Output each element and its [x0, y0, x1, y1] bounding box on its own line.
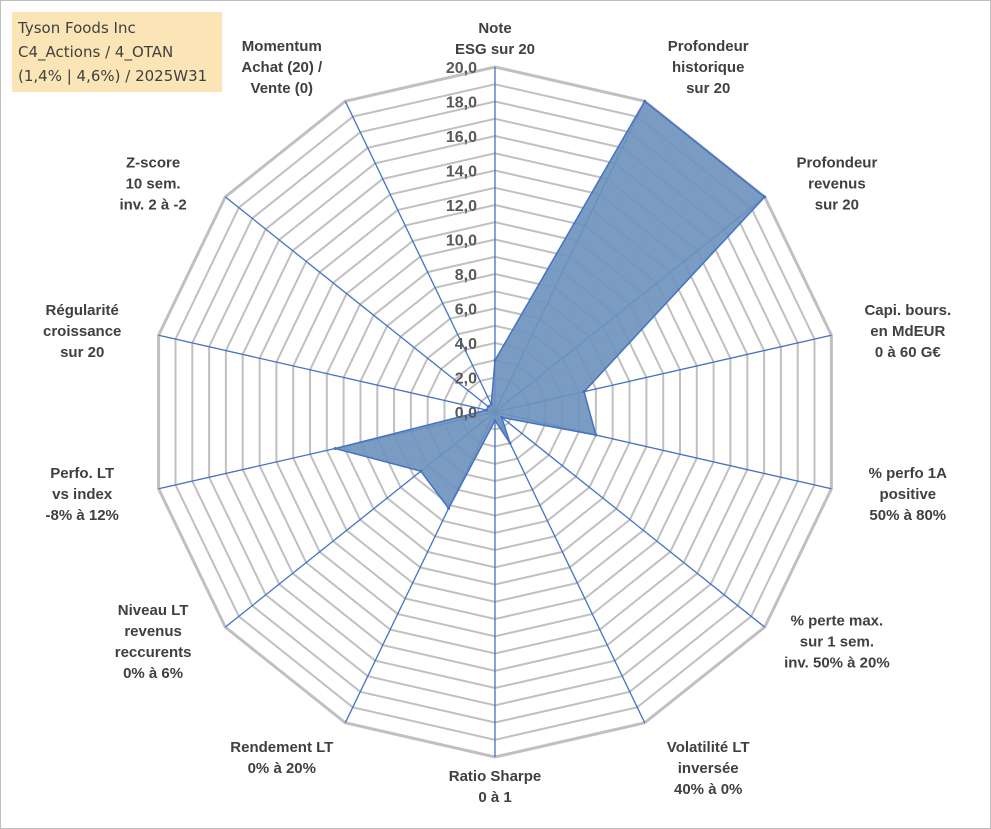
axis-label-line: 40% à 0%: [674, 781, 742, 798]
title-period: (1,4% | 4,6%) / 2025W31: [18, 67, 208, 85]
axis-label-line: ESG sur 20: [455, 41, 535, 58]
series-point: [643, 99, 647, 103]
axis-label: % perte max. sur 1 sem. inv. 50% à 20%: [784, 612, 890, 671]
axis-label: Z-score 10 sem. inv. 2 à -2: [119, 155, 186, 214]
series-point: [508, 441, 512, 445]
radar-tick-labels: 0,0 2,0 4,0 6,0 8,0 10,0 12,0 14,0 16,0 18,0 20,0: [446, 60, 477, 422]
axis-label-line: sur 20: [815, 197, 859, 214]
axis-label-line: Rendement LT: [230, 739, 333, 756]
axis-label-line: Note: [478, 20, 511, 37]
axis-label-line: % perfo 1A: [869, 465, 948, 482]
series-point: [489, 402, 493, 406]
series-point: [493, 358, 497, 362]
series-point: [447, 506, 451, 510]
axis-label: Note ESG sur 20: [455, 20, 535, 58]
axis-label-line: Régularité: [46, 302, 119, 319]
axis-label: Volatilité LT inversée 40% à 0%: [667, 739, 750, 798]
series-point: [486, 405, 490, 409]
axis-label-line: Momentum: [242, 38, 322, 55]
series-point: [333, 447, 337, 450]
series-point: [763, 195, 767, 199]
axis-label-line: Niveau LT: [118, 602, 189, 619]
axis-label: Profondeur historique sur 20: [668, 38, 749, 97]
tick-label: 12,0: [446, 198, 477, 215]
series-point: [493, 419, 497, 423]
axis-label-line: vs index: [52, 486, 113, 503]
axis-spoke: [494, 411, 646, 724]
axis-label: Momentum Achat (20) / Vente (0): [241, 38, 323, 97]
chart-title-box: Tyson Foods Inc C4_Actions / 4_OTAN (1,4…: [12, 12, 222, 92]
axis-label-line: 10 sem.: [126, 176, 181, 193]
axis-label: Niveau LT revenus reccurents 0% à 6%: [115, 602, 192, 682]
axis-label-line: Achat (20) /: [241, 59, 323, 76]
axis-label: Ratio Sharpe 0 à 1: [449, 768, 542, 806]
series-area: [332, 100, 766, 510]
axis-label-line: reccurents: [115, 644, 192, 661]
axis-label-line: Z-score: [126, 155, 180, 172]
axis-spoke: [158, 334, 496, 413]
axis-spoke: [494, 411, 766, 628]
axis-label-line: Profondeur: [796, 155, 877, 172]
axis-label-line: 0% à 20%: [248, 760, 316, 777]
axis-label-line: en MdEUR: [870, 323, 945, 340]
tick-label: 14,0: [446, 164, 477, 181]
axis-label-line: inv. 2 à -2: [119, 197, 186, 214]
tick-label: 4,0: [455, 336, 477, 353]
axis-label-line: Perfo. LT: [50, 465, 114, 482]
axis-label-line: inv. 50% à 20%: [784, 654, 890, 671]
tick-label: 18,0: [446, 95, 477, 112]
series-point: [582, 390, 586, 394]
tick-label: 0,0: [455, 405, 477, 422]
axis-label-line: revenus: [124, 623, 182, 640]
axis-label-line: 50% à 80%: [869, 507, 946, 524]
title-category: C4_Actions / 4_OTAN: [18, 43, 174, 61]
radar-axis-labels: Note ESG sur 20 Profondeur historique sur 20…: [43, 20, 951, 806]
axis-label: Capi. bours. en MdEUR 0 à 60 G€: [864, 302, 951, 361]
axis-label-line: sur 1 sem.: [800, 633, 874, 650]
axis-label-line: sur 20: [686, 80, 730, 97]
axis-label-line: 0 à 1: [478, 789, 511, 806]
axis-label-line: Profondeur: [668, 38, 749, 55]
radar-series: [332, 99, 767, 510]
axis-label-line: sur 20: [60, 344, 104, 361]
axis-label-line: historique: [672, 59, 745, 76]
tick-label: 20,0: [446, 60, 477, 77]
axis-label-line: croissance: [43, 323, 121, 340]
series-point: [419, 469, 423, 473]
axis-label: Perfo. LT vs index -8% à 12%: [46, 465, 119, 524]
axis-label-line: Volatilité LT: [667, 739, 750, 756]
axis-label: Régularité croissance sur 20: [43, 302, 121, 361]
axis-label-line: inversée: [678, 760, 739, 777]
series-point: [485, 408, 489, 412]
axis-label-line: Ratio Sharpe: [449, 768, 542, 785]
tick-label: 8,0: [455, 267, 477, 284]
title-company: Tyson Foods Inc: [18, 19, 136, 37]
axis-label: Rendement LT 0% à 20%: [230, 739, 333, 777]
axis-label-line: revenus: [808, 176, 866, 193]
axis-label-line: positive: [879, 486, 936, 503]
tick-label: 6,0: [455, 302, 477, 319]
axis-label-line: 0 à 60 G€: [875, 344, 942, 361]
axis-label: % perfo 1A positive 50% à 80%: [869, 465, 948, 524]
axis-label-line: 0% à 6%: [123, 665, 183, 682]
axis-label: Profondeur revenus sur 20: [796, 155, 877, 214]
axis-spoke: [344, 100, 496, 413]
tick-label: 2,0: [455, 371, 477, 388]
series-point: [594, 433, 598, 437]
axis-label-line: % perte max.: [791, 612, 884, 629]
tick-label: 16,0: [446, 129, 477, 146]
tick-label: 10,0: [446, 233, 477, 250]
axis-label-line: Capi. bours.: [864, 302, 951, 319]
axis-spoke: [224, 196, 496, 413]
axis-label-line: -8% à 12%: [46, 507, 119, 524]
series-point: [500, 415, 504, 419]
axis-label-line: Vente (0): [251, 80, 314, 97]
